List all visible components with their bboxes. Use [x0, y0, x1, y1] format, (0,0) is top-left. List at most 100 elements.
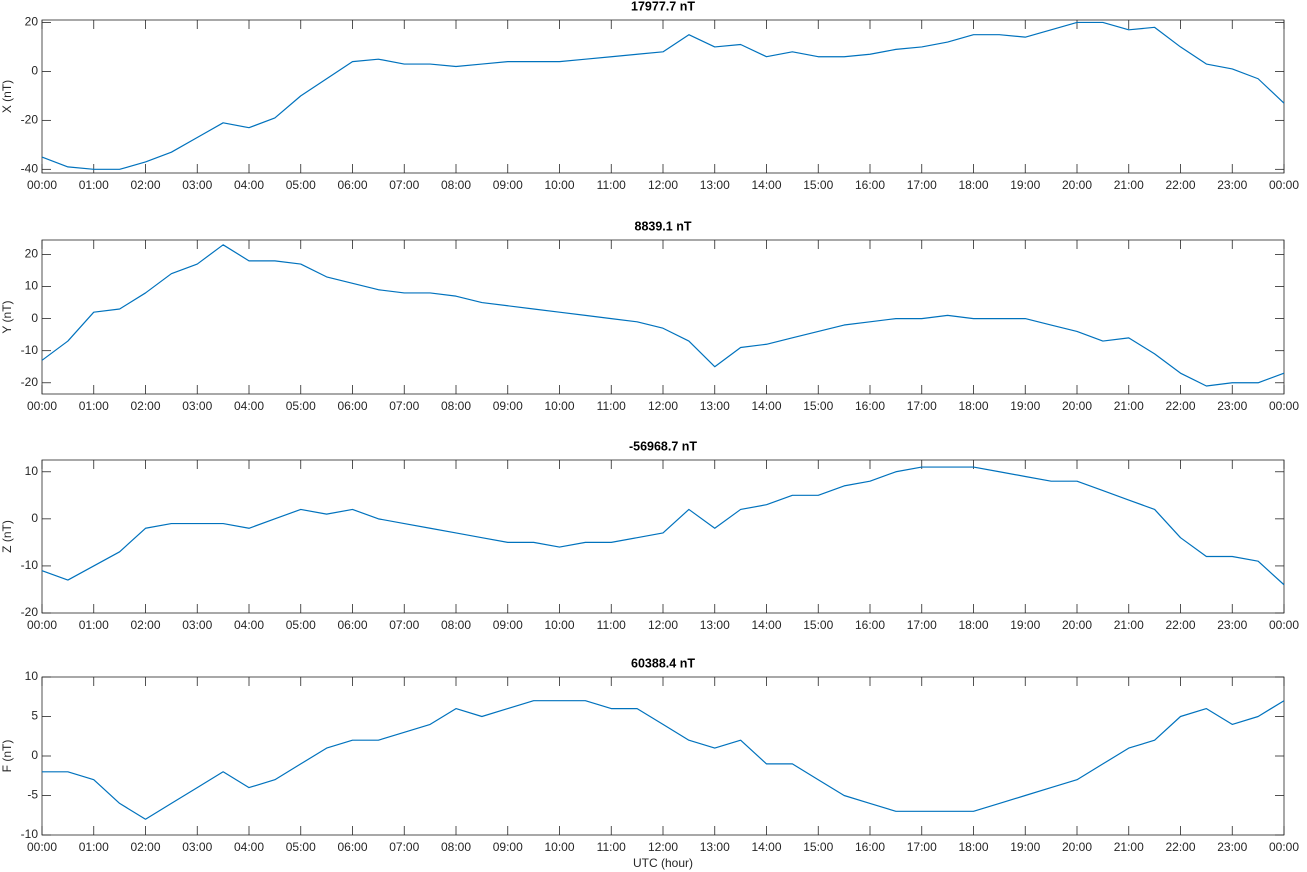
- x-tick-label: 11:00: [597, 178, 626, 192]
- x-tick-label: 20:00: [1062, 618, 1092, 632]
- y-tick-label: 0: [31, 64, 38, 78]
- panel-title: 17977.7 nT: [631, 0, 695, 13]
- y-tick-label: 5: [31, 709, 38, 723]
- x-tick-label: 22:00: [1165, 178, 1195, 192]
- x-tick-label: 06:00: [337, 178, 367, 192]
- x-tick-label: 20:00: [1062, 840, 1092, 854]
- x-tick-label: 01:00: [79, 840, 109, 854]
- x-tick-label: 17:00: [907, 178, 937, 192]
- x-tick-label: 03:00: [182, 399, 212, 413]
- x-tick-label: 22:00: [1165, 618, 1195, 632]
- x-tick-label: 15:00: [803, 178, 833, 192]
- x-tick-label: 11:00: [597, 399, 626, 413]
- data-line: [41, 466, 1285, 586]
- x-tick-label: 10:00: [544, 840, 574, 854]
- x-tick-label: 00:00: [1269, 178, 1299, 192]
- x-tick-label: 07:00: [389, 178, 419, 192]
- x-tick-label: 07:00: [389, 840, 419, 854]
- x-tick-label: 15:00: [803, 618, 833, 632]
- x-tick-label: 20:00: [1062, 178, 1092, 192]
- x-tick-label: 01:00: [79, 399, 109, 413]
- y-tick-label: 10: [25, 669, 39, 683]
- x-tick-label: 20:00: [1062, 399, 1092, 413]
- x-tick-label: 03:00: [182, 840, 212, 854]
- x-tick-label: 10:00: [544, 178, 574, 192]
- y-tick-label: 10: [25, 464, 39, 478]
- x-tick-label: 12:00: [648, 618, 678, 632]
- x-tick-label: 23:00: [1217, 840, 1247, 854]
- x-tick-label: 13:00: [700, 840, 730, 854]
- x-tick-label: 10:00: [544, 618, 574, 632]
- x-tick-label: 13:00: [700, 618, 730, 632]
- x-tick-label: 16:00: [855, 399, 885, 413]
- x-tick-label: 19:00: [1010, 399, 1040, 413]
- x-tick-label: 15:00: [803, 399, 833, 413]
- x-tick-label: 00:00: [27, 840, 57, 854]
- y-tick-label: -40: [21, 161, 39, 175]
- x-tick-label: 16:00: [855, 840, 885, 854]
- x-tick-label: 04:00: [234, 840, 264, 854]
- x-tick-label: 02:00: [130, 618, 160, 632]
- panel-title: 8839.1 nT: [635, 219, 692, 233]
- x-tick-label: 08:00: [441, 618, 471, 632]
- plot-area: [41, 676, 1285, 836]
- x-tick-label: 05:00: [286, 840, 316, 854]
- x-tick-label: 16:00: [855, 618, 885, 632]
- x-tick-label: 21:00: [1114, 399, 1144, 413]
- x-tick-label: 01:00: [79, 618, 109, 632]
- x-tick-label: 09:00: [493, 618, 523, 632]
- x-tick-label: 18:00: [958, 178, 988, 192]
- x-tick-label: 23:00: [1217, 399, 1247, 413]
- data-line: [41, 244, 1285, 387]
- x-tick-label: 04:00: [234, 178, 264, 192]
- x-tick-label: 12:00: [648, 178, 678, 192]
- x-tick-label: 06:00: [337, 618, 367, 632]
- y-tick-label: 0: [31, 311, 38, 325]
- y-axis-label: X (nT): [0, 80, 14, 113]
- x-tick-label: 21:00: [1114, 178, 1144, 192]
- x-tick-label: 06:00: [337, 399, 367, 413]
- x-tick-label: 09:00: [493, 840, 523, 854]
- panel-title: 60388.4 nT: [631, 656, 695, 670]
- x-tick-label: 02:00: [130, 399, 160, 413]
- x-tick-label: 05:00: [286, 618, 316, 632]
- data-line: [42, 700, 1285, 820]
- panel-title: -56968.7 nT: [629, 439, 697, 453]
- x-tick-label: 16:00: [855, 178, 885, 192]
- x-tick-label: 05:00: [286, 178, 316, 192]
- x-tick-label: 04:00: [234, 618, 264, 632]
- x-tick-label: 19:00: [1010, 840, 1040, 854]
- x-tick-label: 00:00: [1269, 618, 1299, 632]
- x-tick-label: 03:00: [182, 618, 212, 632]
- x-axis-label: UTC (hour): [633, 856, 693, 870]
- x-tick-label: 21:00: [1114, 618, 1144, 632]
- x-tick-label: 14:00: [751, 399, 781, 413]
- plot-area: [41, 19, 1285, 174]
- x-tick-label: 23:00: [1217, 618, 1247, 632]
- x-tick-label: 09:00: [493, 178, 523, 192]
- x-tick-label: 13:00: [700, 178, 730, 192]
- x-tick-label: 08:00: [441, 178, 471, 192]
- y-tick-label: 0: [31, 748, 38, 762]
- y-tick-label: 10: [25, 279, 39, 293]
- x-tick-label: 07:00: [389, 618, 419, 632]
- x-tick-label: 13:00: [700, 399, 730, 413]
- plot-area: [41, 459, 1285, 614]
- x-tick-label: 08:00: [441, 399, 471, 413]
- y-tick-label: 20: [25, 247, 39, 261]
- y-tick-label: -10: [21, 343, 39, 357]
- x-tick-label: 18:00: [958, 399, 988, 413]
- x-tick-label: 00:00: [27, 618, 57, 632]
- x-tick-label: 17:00: [907, 840, 937, 854]
- x-tick-label: 03:00: [182, 178, 212, 192]
- y-axis-label: Y (nT): [0, 300, 14, 333]
- x-tick-label: 22:00: [1165, 399, 1195, 413]
- x-tick-label: 21:00: [1114, 840, 1144, 854]
- y-axis-label: Z (nT): [0, 520, 14, 553]
- x-tick-label: 15:00: [803, 840, 833, 854]
- y-tick-label: -5: [27, 788, 38, 802]
- x-tick-label: 12:00: [648, 840, 678, 854]
- x-tick-label: 07:00: [389, 399, 419, 413]
- x-tick-label: 19:00: [1010, 178, 1040, 192]
